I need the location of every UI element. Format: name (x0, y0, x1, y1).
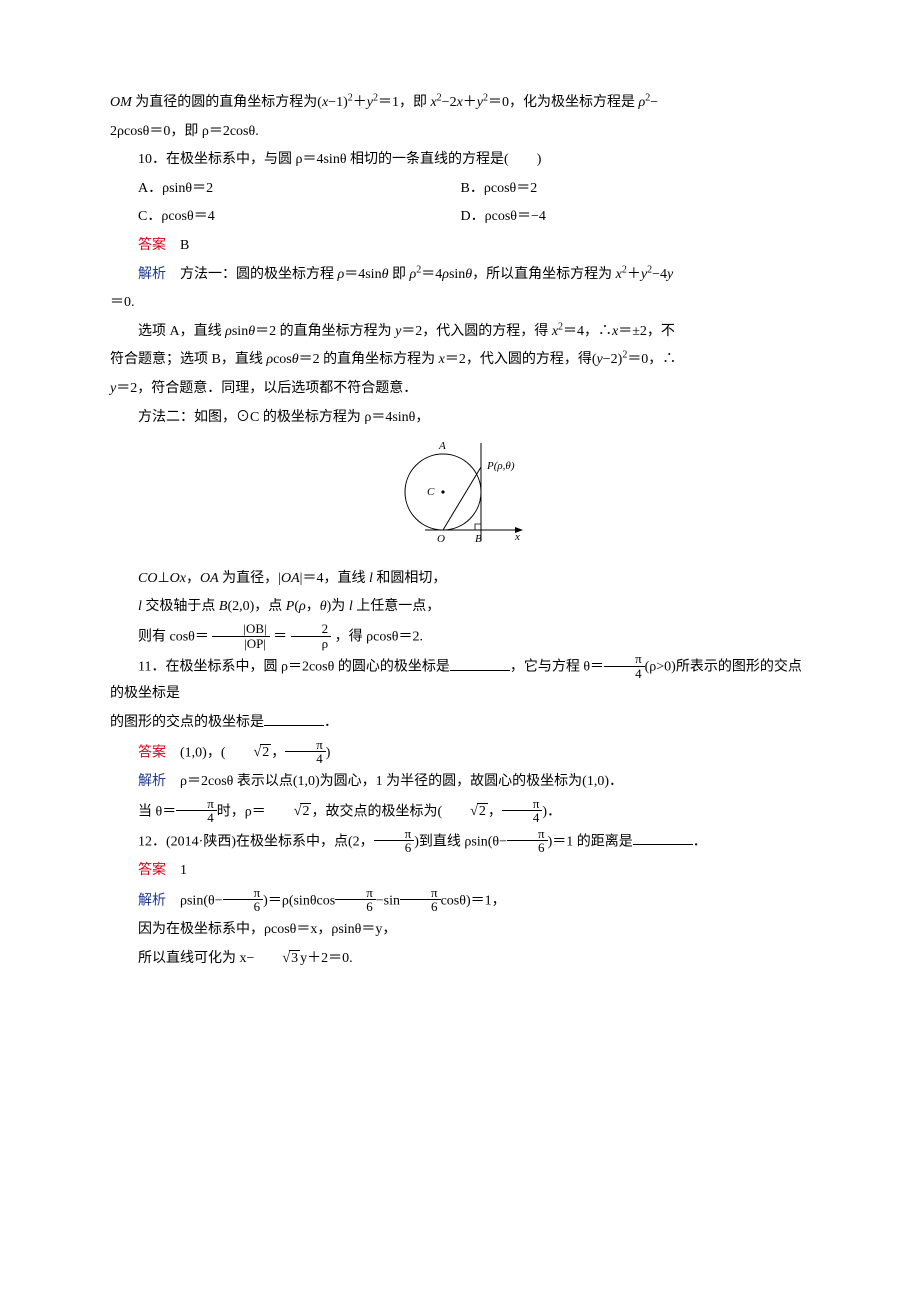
svg-text:P(ρ,θ): P(ρ,θ) (486, 460, 515, 472)
q12-answer: 答案 1 (110, 858, 810, 885)
q11-stem-b: 的图形的交点的极坐标是． (110, 710, 810, 737)
q10-optD: D．ρcosθ＝−4 (461, 204, 784, 231)
q11-answer: 答案 (1,0)，(√2，π4) (110, 739, 810, 767)
svg-text:x: x (514, 531, 520, 543)
q10-analysis-a1b: 符合题意；选项 B，直线 ρcosθ＝2 的直角坐标方程为 x＝2，代入圆的方程… (110, 347, 810, 374)
q10-c3: 则有 cosθ＝ |OB||OP| ＝ 2ρ ，得 ρcosθ＝2. (110, 623, 810, 651)
q12-stem: 12．(2014·陕西)在极坐标系中，点(2，π6)到直线 ρsin(θ−π6)… (110, 828, 810, 856)
svg-text:A: A (438, 440, 446, 452)
q10-analysis-1: 解析 方法一：圆的极坐标方程 ρ＝4sinθ 即 ρ2＝4ρsinθ，所以直角坐… (110, 262, 810, 289)
q10-analysis-a1: 选项 A，直线 ρsinθ＝2 的直角坐标方程为 y＝2，代入圆的方程，得 x2… (110, 319, 810, 346)
svg-text:B: B (475, 533, 482, 545)
intro-line1: OM 为直径的圆的直角坐标方程为(x−1)2＋y2＝1，即 x2−2x＋y2＝0… (110, 90, 810, 117)
q10-figure: A P(ρ,θ) C O B x (110, 437, 810, 558)
q10-answer: 答案 B (110, 233, 810, 260)
q10-options: A．ρsinθ＝2 B．ρcosθ＝2 C．ρcosθ＝4 D．ρcosθ＝−4 (138, 176, 810, 233)
q10-method2: 方法二：如图，⊙C 的极坐标方程为 ρ＝4sinθ， (110, 405, 810, 432)
answer-label: 答案 (138, 745, 166, 760)
q10-analysis-a1c: y＝2，符合题意．同理，以后选项都不符合题意． (110, 376, 810, 403)
q12-analysis-3: 所以直线可化为 x−√3y＋2＝0. (110, 946, 810, 973)
q11-stem: 11．在极坐标系中，圆 ρ＝2cosθ 的圆心的极坐标是，它与方程 θ＝π4(ρ… (110, 653, 810, 708)
q10-c1: CO⊥Ox，OA 为直径，|OA|＝4，直线 l 和圆相切， (110, 566, 810, 593)
q11-analysis-2: 当 θ＝π4时，ρ＝√2，故交点的极坐标为(√2，π4)． (110, 798, 810, 826)
q12-analysis-2: 因为在极坐标系中，ρcosθ＝x，ρsinθ＝y， (110, 917, 810, 944)
q10-c2: l 交极轴于点 B(2,0)，点 P(ρ，θ)为 l 上任意一点， (110, 594, 810, 621)
q10-optB: B．ρcosθ＝2 (461, 176, 784, 203)
q10-stem: 10．在极坐标系中，与圆 ρ＝4sinθ 相切的一条直线的方程是( ) (110, 147, 810, 174)
analysis-label: 解析 (138, 893, 166, 908)
answer-label: 答案 (138, 863, 166, 878)
svg-text:O: O (437, 533, 445, 545)
analysis-label: 解析 (138, 774, 166, 789)
q10-analysis-1b: ＝0. (110, 290, 810, 317)
q10-optA: A．ρsinθ＝2 (138, 176, 461, 203)
analysis-label: 解析 (138, 267, 166, 282)
answer-label: 答案 (138, 238, 166, 253)
q10-optC: C．ρcosθ＝4 (138, 204, 461, 231)
svg-text:C: C (427, 486, 435, 498)
q12-analysis-1: 解析 ρsin(θ−π6)＝ρ(sinθcosπ6−sinπ6cosθ)＝1， (110, 887, 810, 915)
intro-line2: 2ρcosθ＝0，即 ρ＝2cosθ. (110, 119, 810, 146)
q11-analysis-1: 解析 ρ＝2cosθ 表示以点(1,0)为圆心，1 为半径的圆，故圆心的极坐标为… (110, 769, 810, 796)
